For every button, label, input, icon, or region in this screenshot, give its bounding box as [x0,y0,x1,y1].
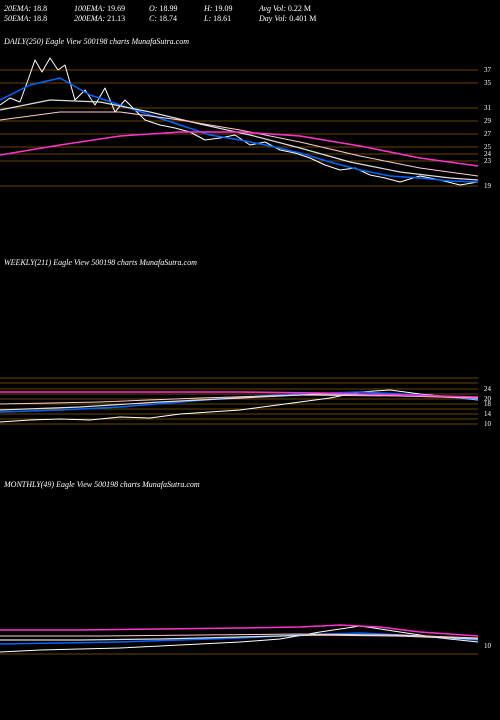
stat-item: C: 18.74 [149,14,204,24]
stat-value: 18.74 [159,14,177,23]
stat-value: 19.69 [107,4,125,13]
y-label: 35 [484,79,491,87]
stat-label: L: [204,14,213,23]
stat-value: 21.13 [107,14,125,23]
stat-label: Avg Vol: [259,4,288,13]
series-price [0,58,478,185]
panel-title-monthly: MONTHLY(49) Eagle View 500198 charts Mun… [4,480,200,489]
y-label: 24 [484,385,491,393]
stat-item: 200EMA: 21.13 [74,14,149,24]
stat-label: 200EMA: [74,14,107,23]
stat-item: 50EMA: 18.8 [4,14,74,24]
y-label: 18 [484,400,491,408]
chart-svg-monthly [0,494,478,694]
chart-area-weekly [0,272,480,452]
y-label: 29 [484,117,491,125]
stat-item: 20EMA: 18.8 [4,4,74,14]
y-axis-weekly: 2420181410 [482,272,500,452]
stat-value: 0.22 M [288,4,311,13]
stat-label: H: [204,4,214,13]
panel-title-weekly: WEEKLY(211) Eagle View 500198 charts Mun… [4,258,197,267]
y-label: 27 [484,130,491,138]
y-label: 10 [484,642,491,650]
stat-value: 18.8 [33,4,47,13]
y-label: 37 [484,66,491,74]
stat-label: Day Vol: [259,14,289,23]
y-axis-monthly: 10 [482,494,500,694]
stat-item: Day Vol: 0.401 M [259,14,339,24]
y-label: 31 [484,104,491,112]
stat-value: 18.99 [159,4,177,13]
stat-label: C: [149,14,159,23]
chart-area-monthly [0,494,480,694]
stats-row-1: 20EMA: 18.8100EMA: 19.69O: 18.99H: 19.09… [4,4,339,14]
y-label: 10 [484,420,491,428]
stat-item: O: 18.99 [149,4,204,14]
stat-label: O: [149,4,159,13]
stat-item: H: 19.09 [204,4,259,14]
y-label: 14 [484,410,491,418]
stats-row-2: 50EMA: 18.8200EMA: 21.13C: 18.74L: 18.61… [4,14,339,24]
stat-value: 18.61 [213,14,231,23]
y-axis-daily: 373531292725242319 [482,50,500,230]
panel-title-daily: DAILY(250) Eagle View 500198 charts Muna… [4,37,189,46]
series-ema100 [0,395,478,404]
stat-value: 18.8 [33,14,47,23]
stat-item: 100EMA: 19.69 [74,4,149,14]
stat-label: 50EMA: [4,14,33,23]
stat-value: 0.401 M [289,14,316,23]
chart-svg-daily [0,50,478,230]
y-label: 19 [484,182,491,190]
stat-item: Avg Vol: 0.22 M [259,4,339,14]
chart-area-daily [0,50,480,230]
header-stats: 20EMA: 18.8100EMA: 19.69O: 18.99H: 19.09… [4,4,339,25]
stat-item: L: 18.61 [204,14,259,24]
y-label: 23 [484,157,491,165]
chart-svg-weekly [0,272,478,452]
stat-label: 100EMA: [74,4,107,13]
stat-label: 20EMA: [4,4,33,13]
stat-value: 19.09 [214,4,232,13]
